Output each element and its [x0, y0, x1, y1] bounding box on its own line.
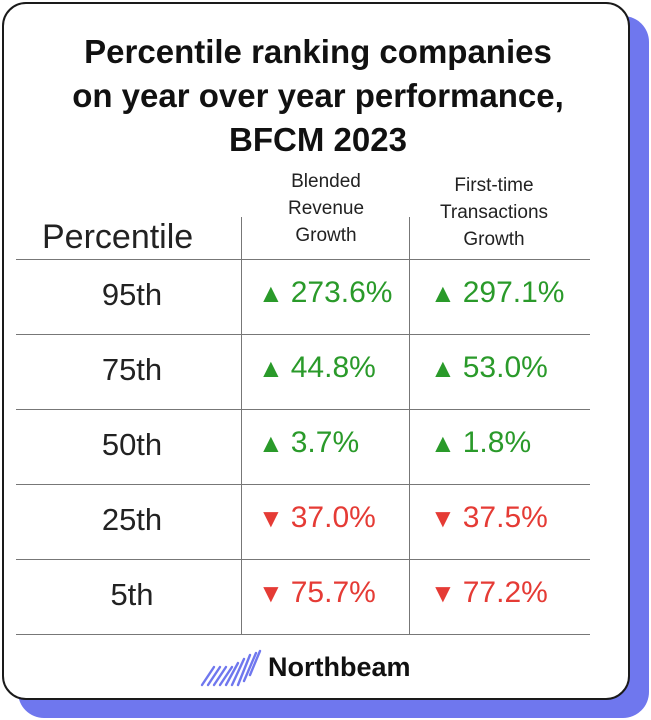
value-text: 77.2%: [462, 576, 548, 609]
northbeam-logo-icon: [200, 649, 262, 687]
value-text: 273.6%: [290, 276, 393, 309]
row-label-75th: 75th: [101, 352, 163, 387]
row-divider: [16, 259, 590, 260]
brand-name: Northbeam: [268, 652, 411, 682]
header-line: First-time: [454, 175, 534, 196]
row-divider: [16, 409, 590, 410]
value-text: 1.8%: [462, 426, 532, 459]
blended-value-95th: ▲ 273.6%: [258, 276, 392, 310]
first-time-value-95th: ▲ 297.1%: [430, 276, 564, 310]
first-time-value-25th: ▼ 37.5%: [430, 501, 548, 535]
title-line: on year over year performance,: [72, 77, 564, 114]
first-time-value-75th: ▲ 53.0%: [430, 351, 548, 385]
row-label-50th: 50th: [101, 427, 163, 462]
up-arrow-icon: ▲: [258, 278, 284, 308]
blended-revenue-column-header: Blended Revenue Growth: [242, 168, 410, 249]
row-label-5th: 5th: [110, 577, 154, 612]
blended-value-5th: ▼ 75.7%: [258, 576, 376, 610]
blended-value-75th: ▲ 44.8%: [258, 351, 376, 385]
percentile-column-header: Percentile: [42, 218, 194, 256]
value-text: 44.8%: [290, 351, 376, 384]
row-divider: [16, 559, 590, 560]
up-arrow-icon: ▲: [430, 353, 456, 383]
header-line: Growth: [295, 225, 357, 246]
down-arrow-icon: ▼: [258, 503, 284, 533]
up-arrow-icon: ▲: [430, 278, 456, 308]
chart-card: Percentile ranking companies on year ove…: [2, 2, 630, 700]
row-divider: [16, 484, 590, 485]
title-line: Percentile ranking companies: [84, 33, 552, 70]
row-divider: [16, 334, 590, 335]
value-text: 3.7%: [290, 426, 360, 459]
blended-value-25th: ▼ 37.0%: [258, 501, 376, 535]
header-line: Revenue: [287, 198, 365, 219]
first-time-transactions-column-header: First-time Transactions Growth: [410, 172, 578, 253]
blended-value-50th: ▲ 3.7%: [258, 426, 359, 460]
up-arrow-icon: ▲: [258, 428, 284, 458]
first-time-value-5th: ▼ 77.2%: [430, 576, 548, 610]
up-arrow-icon: ▲: [258, 353, 284, 383]
value-text: 53.0%: [462, 351, 548, 384]
row-label-95th: 95th: [101, 277, 163, 312]
header-line: Growth: [463, 229, 525, 250]
row-divider: [16, 634, 590, 635]
header-line: Blended: [291, 171, 361, 192]
down-arrow-icon: ▼: [430, 503, 456, 533]
value-text: 37.5%: [462, 501, 548, 534]
value-text: 37.0%: [290, 501, 376, 534]
column-divider: [409, 217, 410, 635]
column-divider: [241, 217, 242, 635]
down-arrow-icon: ▼: [258, 578, 284, 608]
up-arrow-icon: ▲: [430, 428, 456, 458]
title-line: BFCM 2023: [229, 121, 407, 158]
down-arrow-icon: ▼: [430, 578, 456, 608]
value-text: 75.7%: [290, 576, 376, 609]
header-line: Transactions: [439, 202, 549, 223]
row-label-25th: 25th: [101, 502, 163, 537]
first-time-value-50th: ▲ 1.8%: [430, 426, 531, 460]
chart-title: Percentile ranking companies on year ove…: [4, 30, 632, 162]
value-text: 297.1%: [462, 276, 565, 309]
